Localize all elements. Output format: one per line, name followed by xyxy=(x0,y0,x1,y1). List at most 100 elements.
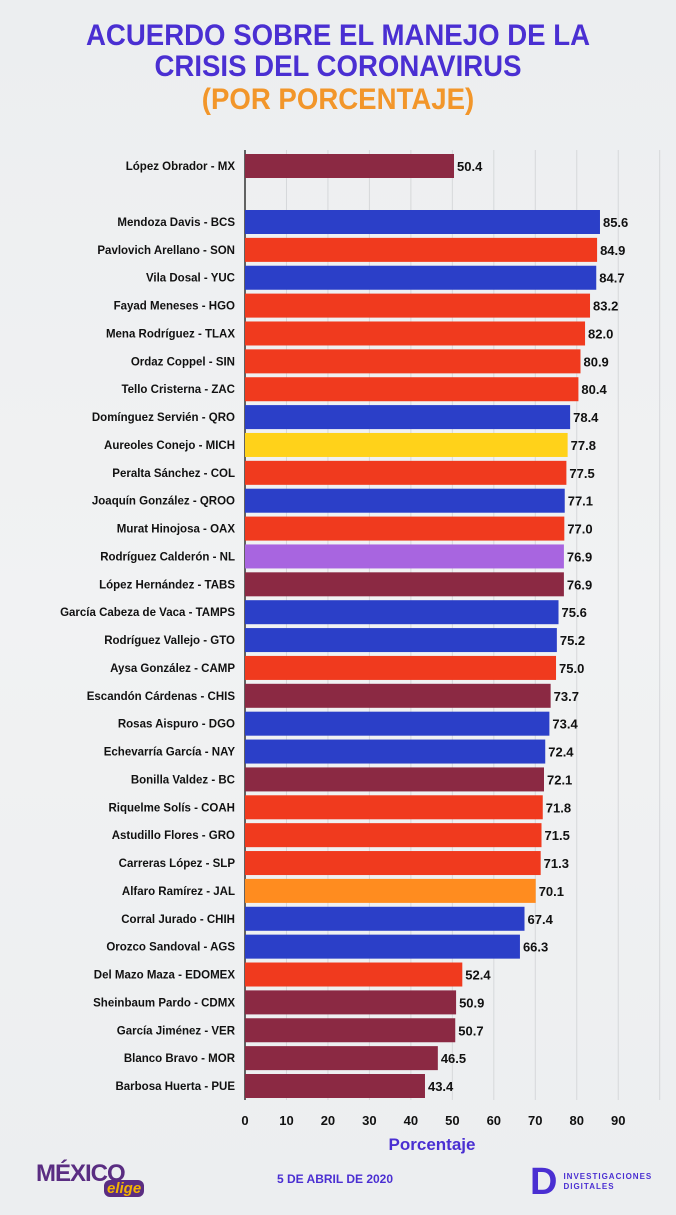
chart-subtitle: (POR PORCENTAJE) xyxy=(201,83,475,116)
bar-category-label: Barbosa Huerta - PUE xyxy=(115,1081,235,1093)
bar-value-label: 80.4 xyxy=(581,382,607,397)
bar xyxy=(245,655,557,680)
bar-value-label: 82.0 xyxy=(588,326,613,341)
bar xyxy=(245,739,546,764)
date-label: 5 DE ABRIL DE 2020 xyxy=(276,1172,394,1186)
bar-value-label: 80.9 xyxy=(583,354,608,369)
bar xyxy=(245,432,568,457)
bar-category-label: Bonilla Valdez - BC xyxy=(131,774,235,786)
bar xyxy=(245,600,559,625)
bar-category-label: Peralta Sánchez - COL xyxy=(112,468,235,480)
bar xyxy=(245,878,536,903)
bar xyxy=(245,683,551,708)
bar-value-label: 72.1 xyxy=(547,772,572,787)
bar-value-label: 84.9 xyxy=(600,243,625,258)
bar-category-label: Murat Hinojosa - OAX xyxy=(117,524,236,536)
bar xyxy=(245,1074,425,1098)
x-tick-label: 20 xyxy=(321,1113,335,1128)
bar-category-label: Riquelme Solís - COAH xyxy=(108,802,235,814)
bar-category-label: Aysa González - CAMP xyxy=(110,663,235,675)
bar-category-label: Astudillo Flores - GRO xyxy=(112,830,235,842)
bar-value-label: 52.4 xyxy=(465,968,491,983)
bar-category-label: García Cabeza de Vaca - TAMPS xyxy=(60,607,235,619)
bar-value-label: 50.4 xyxy=(457,159,483,174)
chart-title-line-1: ACUERDO SOBRE EL MANEJO DE LA xyxy=(85,19,591,52)
bar-value-label: 67.4 xyxy=(528,912,554,927)
bar-category-label: Fayad Meneses - HGO xyxy=(114,301,235,313)
mexico-elige-logo: MÉXICO elige xyxy=(36,1160,145,1197)
bar xyxy=(245,628,557,653)
bar-category-label: Escandón Cárdenas - CHIS xyxy=(87,691,236,703)
investigaciones-digitales-logo: D INVESTIGACIONES DIGITALES xyxy=(530,1161,652,1203)
bar-category-label: Ordaz Coppel - SIN xyxy=(131,356,235,368)
bar-category-label: Del Mazo Maza - EDOMEX xyxy=(94,970,236,982)
chart-title-line-2: CRISIS DEL CORONAVIRUS xyxy=(154,50,522,83)
bar-category-label: Orozco Sandoval - AGS xyxy=(106,942,235,954)
bar-category-label: Aureoles Conejo - MICH xyxy=(104,440,235,452)
bar xyxy=(245,906,525,931)
logo-line-1: INVESTIGACIONES xyxy=(563,1172,653,1181)
bar xyxy=(245,377,579,402)
bar-category-label: Vila Dosal - YUC xyxy=(146,273,235,285)
bar-value-label: 43.4 xyxy=(428,1079,454,1094)
bar-value-label: 77.8 xyxy=(571,438,596,453)
bar xyxy=(245,1018,456,1043)
bar xyxy=(245,711,550,736)
bar xyxy=(245,321,586,346)
bar xyxy=(245,1046,438,1071)
bar-value-label: 83.2 xyxy=(593,299,618,314)
bar-category-label: García Jiménez - VER xyxy=(117,1025,236,1037)
bar xyxy=(245,962,463,987)
bar-value-label: 66.3 xyxy=(523,940,548,955)
bar-value-label: 77.5 xyxy=(569,466,594,481)
bar-value-label: 50.9 xyxy=(459,995,484,1010)
logo-text: INVESTIGACIONES DIGITALES xyxy=(563,1172,652,1192)
bar-value-label: 84.7 xyxy=(599,271,624,286)
x-tick-label: 70 xyxy=(528,1113,542,1128)
logo-line-2: DIGITALES xyxy=(563,1182,615,1191)
bar xyxy=(245,488,565,513)
bar xyxy=(245,405,571,430)
bar xyxy=(245,823,542,848)
bar-value-label: 50.7 xyxy=(458,1023,483,1038)
bar-value-label: 78.4 xyxy=(573,410,599,425)
x-tick-label: 10 xyxy=(279,1113,293,1128)
bar xyxy=(245,516,565,541)
bar xyxy=(245,544,564,569)
bar xyxy=(245,154,455,178)
bar xyxy=(245,237,598,262)
bar xyxy=(245,265,597,290)
bar xyxy=(245,990,457,1015)
bar xyxy=(245,767,544,792)
bar xyxy=(245,293,591,318)
bar-value-label: 75.6 xyxy=(562,605,587,620)
bar-value-label: 46.5 xyxy=(441,1051,466,1066)
bar-category-label: Alfaro Ramírez - JAL xyxy=(122,886,235,898)
bar-category-label: Rodríguez Vallejo - GTO xyxy=(104,635,235,647)
bar-category-label: Pavlovich Arellano - SON xyxy=(97,245,235,257)
x-tick-label: 60 xyxy=(487,1113,501,1128)
bar-value-label: 73.7 xyxy=(554,689,579,704)
x-tick-label: 90 xyxy=(611,1113,625,1128)
bar-category-label: Mendoza Davis - BCS xyxy=(117,217,235,229)
bar-category-label: Blanco Bravo - MOR xyxy=(124,1053,236,1065)
bar-category-label: Echevarría García - NAY xyxy=(104,747,236,759)
bar-value-label: 72.4 xyxy=(548,745,574,760)
bar xyxy=(245,851,541,876)
bar-category-label: Tello Cristerna - ZAC xyxy=(121,384,235,396)
x-tick-label: 80 xyxy=(570,1113,584,1128)
bar-value-label: 77.0 xyxy=(567,522,592,537)
bar-category-label: Corral Jurado - CHIH xyxy=(121,914,235,926)
bar-category-label: Rosas Aispuro - DGO xyxy=(118,719,235,731)
bar xyxy=(245,934,520,959)
bar-value-label: 75.2 xyxy=(560,633,585,648)
bar-category-label: Domínguez Servién - QRO xyxy=(92,412,235,424)
bar-value-label: 71.5 xyxy=(545,828,570,843)
bar-value-label: 73.4 xyxy=(552,717,578,732)
bar-value-label: 71.3 xyxy=(544,856,569,871)
logo-d-mark: D xyxy=(530,1161,558,1203)
bar-category-label: Rodríguez Calderón - NL xyxy=(100,551,235,563)
bar-category-label: Carreras López - SLP xyxy=(119,858,236,870)
bar-value-label: 76.9 xyxy=(567,577,592,592)
